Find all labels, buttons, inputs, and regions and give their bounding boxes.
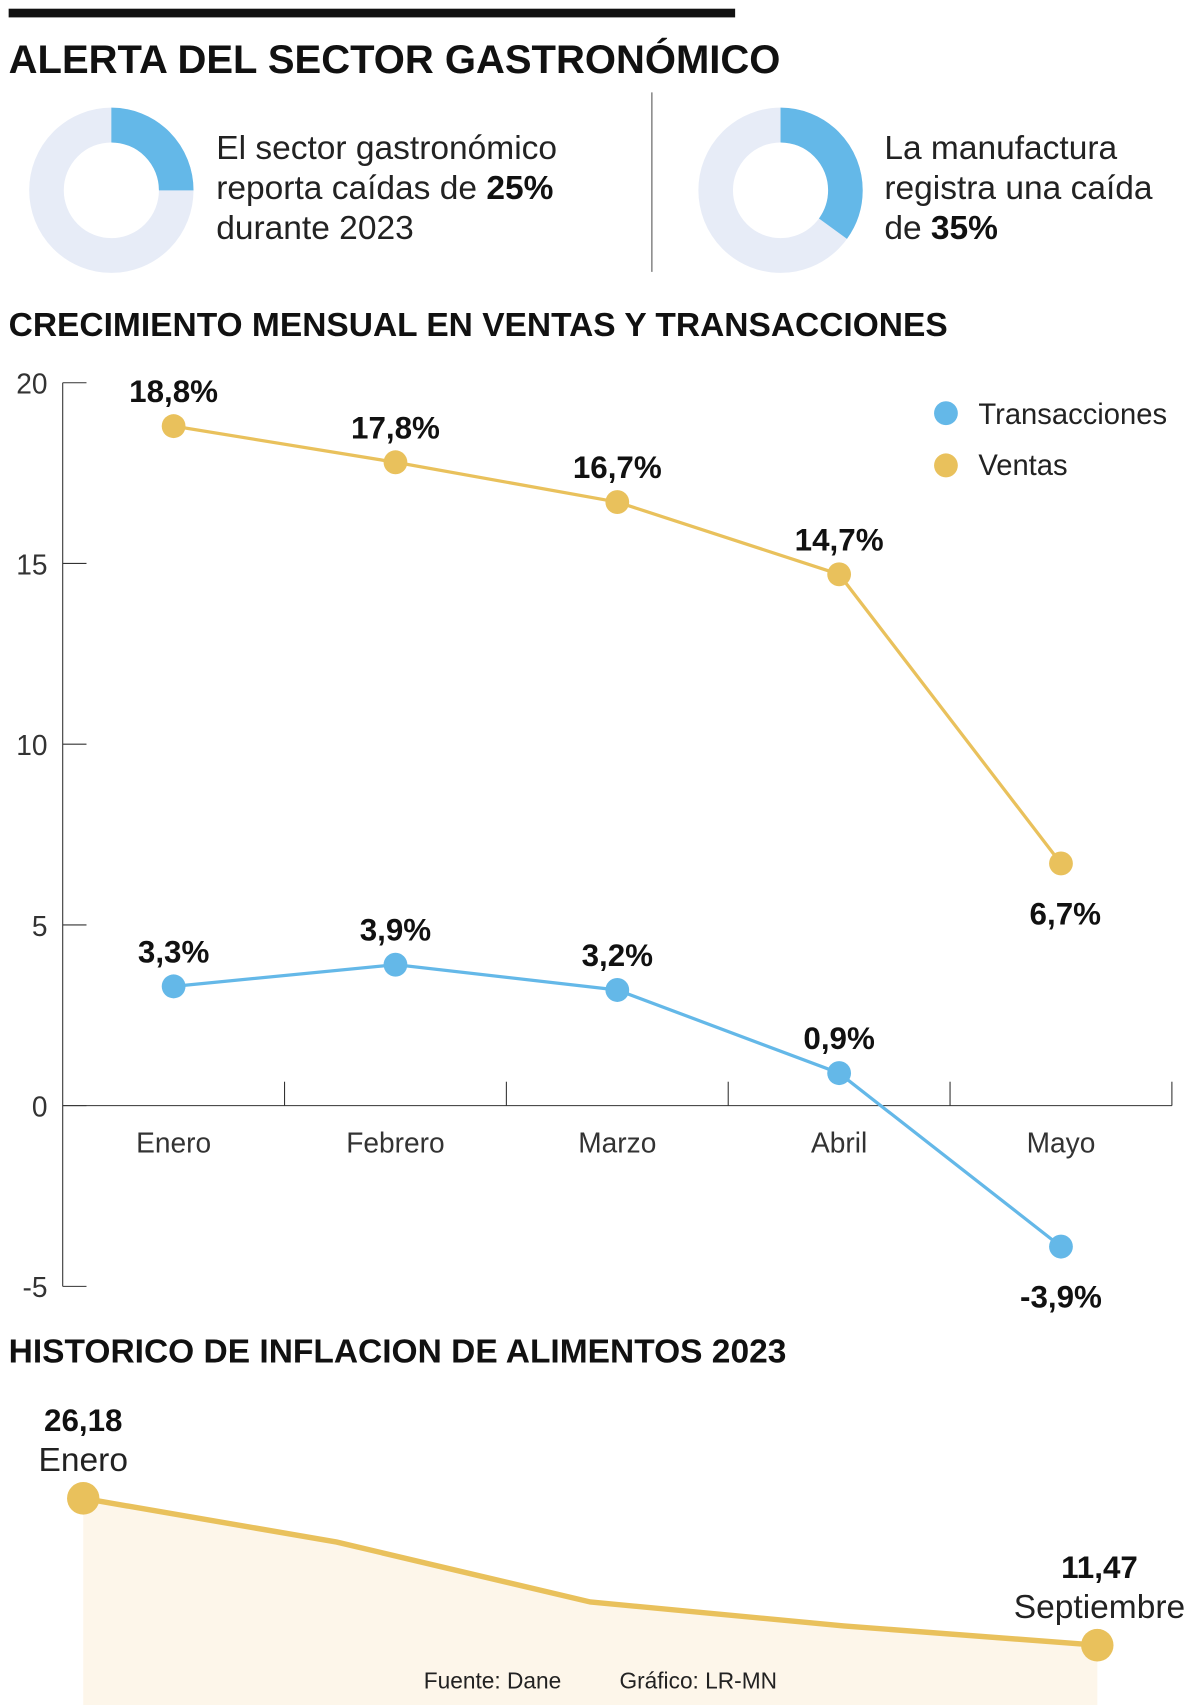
legend-marker-ventas: [934, 453, 958, 478]
data-label: 18,8%: [129, 374, 218, 409]
legend: Transacciones Ventas: [934, 399, 1167, 482]
data-label: 26,18: [44, 1403, 122, 1438]
data-point: [1081, 1628, 1114, 1662]
data-label: 0,9%: [803, 1021, 874, 1056]
donut-gastronomico: [29, 107, 194, 273]
x-tick-label: Abril: [811, 1126, 867, 1158]
data-label: 6,7%: [1030, 896, 1101, 931]
data-point: [827, 1061, 852, 1086]
donut-value-arc: [29, 107, 194, 273]
data-point: [383, 952, 408, 977]
data-point: [827, 562, 852, 587]
data-label: 14,7%: [795, 522, 884, 557]
data-label: 11,47: [1061, 1550, 1138, 1585]
data-point: [383, 450, 408, 475]
chart2-title: HISTORICO DE INFLACION DE ALIMENTOS 2023: [9, 1333, 787, 1370]
data-point: [161, 414, 186, 439]
data-label: 3,2%: [582, 938, 653, 973]
y-tick-label: 0: [32, 1090, 48, 1122]
top-rule: [8, 8, 736, 18]
donut-value-arc: [698, 107, 863, 273]
x-tick-label: Marzo: [578, 1126, 656, 1158]
data-point: [1049, 851, 1073, 876]
legend-marker-transacciones: [934, 401, 958, 426]
page-title: ALERTA DEL SECTOR GASTRONÓMICO: [9, 36, 781, 82]
x-tick-label: Enero: [136, 1126, 211, 1158]
data-label: 3,3%: [138, 934, 209, 969]
area-line: [82, 1495, 1098, 1648]
data-label: 16,7%: [573, 450, 662, 485]
month-label: Septiembre: [1014, 1589, 1185, 1626]
donut-manufactura: [698, 107, 863, 273]
data-label: -3,9%: [1020, 1279, 1102, 1314]
area-chart: 26,18 Enero 11,47 Septiembre: [39, 1403, 1185, 1705]
stat-text-gastronomico: El sector gastronómico reporta caídas de…: [216, 130, 566, 248]
data-point: [1049, 1234, 1073, 1259]
data-point: [605, 978, 630, 1002]
y-tick-label: 20: [16, 368, 47, 400]
x-tick-label: Mayo: [1027, 1126, 1096, 1158]
area-fill: [83, 1498, 1098, 1705]
stat-text-manufactura: La manufactura registra una caída de 35%: [884, 130, 1162, 248]
y-tick-label: 15: [16, 548, 47, 580]
credit-text: Gráfico: LR-MN: [619, 1668, 777, 1694]
y-tick-label: 10: [16, 729, 47, 761]
data-point: [161, 974, 186, 999]
data-label: 17,8%: [351, 410, 440, 445]
line-chart: 20 15 10 5 0 -5 Enero Febrero Marzo Abril Mayo 3,3%…: [16, 368, 1173, 1315]
y-tick-label: 5: [32, 910, 48, 942]
x-tick-label: Febrero: [346, 1126, 444, 1158]
data-point: [605, 490, 630, 514]
data-label: 3,9%: [360, 913, 431, 948]
y-tick-label: -5: [23, 1271, 48, 1303]
month-label: Enero: [39, 1442, 128, 1479]
legend-label-ventas: Ventas: [978, 450, 1067, 482]
chart1-title: CRECIMIENTO MENSUAL EN VENTAS Y TRANSACC…: [9, 307, 948, 344]
data-point: [67, 1482, 100, 1515]
legend-label-transacciones: Transacciones: [978, 399, 1167, 431]
source-text: Fuente: Dane: [424, 1668, 561, 1694]
